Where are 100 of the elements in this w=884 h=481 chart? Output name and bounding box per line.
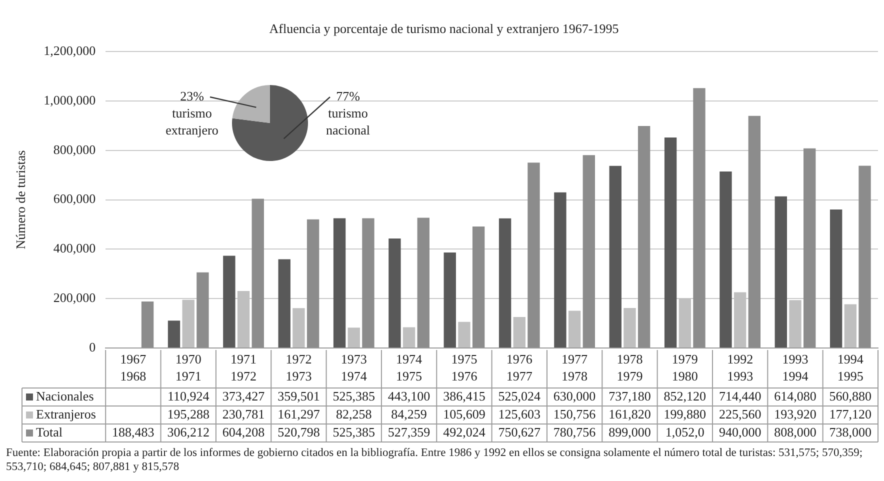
bar — [554, 192, 566, 348]
data-label: 386,415 — [443, 388, 486, 404]
data-label: 193,920 — [774, 406, 816, 422]
bar — [568, 310, 581, 348]
bar — [720, 172, 732, 348]
data-label: 125,603 — [498, 406, 541, 422]
slice-label: turismo extranjero — [166, 105, 218, 138]
y-tick-label: 1,200,000 — [44, 43, 96, 58]
bar — [803, 148, 816, 348]
legend-label: Nacionales — [36, 388, 94, 404]
data-label: 77% — [336, 88, 360, 104]
data-label: 199,880 — [664, 406, 706, 422]
data-label: 161,820 — [608, 406, 651, 422]
bar — [664, 138, 677, 348]
data-label: 105,609 — [443, 406, 486, 422]
x-tick-label: 1970 1971 — [175, 351, 202, 384]
bar — [223, 256, 236, 348]
y-tick-label: 0 — [89, 339, 96, 354]
bar — [444, 252, 456, 348]
data-label: 230,781 — [222, 406, 265, 422]
data-label: 604,208 — [222, 424, 265, 440]
bar — [472, 226, 485, 348]
data-label: 110,924 — [167, 388, 210, 404]
bar — [748, 116, 761, 348]
bar — [498, 218, 512, 348]
data-label: 150,756 — [553, 406, 596, 422]
bar — [306, 219, 320, 348]
data-label: 373,427 — [222, 388, 266, 404]
x-tick-label: 1979 1980 — [672, 351, 698, 384]
bar — [693, 88, 706, 348]
data-label: 23% — [180, 88, 204, 104]
bar — [844, 304, 857, 348]
x-tick-label: 1977 1978 — [562, 351, 588, 384]
x-tick-label: 1975 1976 — [451, 351, 478, 384]
x-tick-label: 1972 1973 — [286, 351, 312, 384]
legend-label: Extranjeros — [36, 406, 96, 422]
data-label: 527,359 — [388, 424, 430, 440]
data-label: 195,288 — [167, 406, 210, 422]
bar — [402, 327, 416, 348]
bar — [609, 166, 622, 348]
chart-title: Afluencia y porcentaje de turismo nacional y extranjero 1967-1995 — [269, 21, 619, 36]
bar — [582, 155, 595, 348]
data-label: 899,000 — [608, 424, 651, 440]
x-tick-label: 1992 1993 — [727, 351, 754, 384]
source-note: Fuente: Elaboración propia a partir de los informes de gobierno citados en la bibliografía. Entre 1986 y 1992 en ellos se consigna solamente el número total de turistas: 531,575; 570,359; 553,710; 684,645; 807,881 y 815,578 — [6, 446, 864, 474]
bar — [528, 162, 540, 348]
x-tick-label: 1976 1977 — [506, 351, 533, 384]
data-label: 525,024 — [498, 388, 542, 404]
data-label: 225,560 — [718, 406, 762, 422]
bar — [168, 320, 180, 348]
data-label: 492,024 — [443, 424, 486, 440]
data-label: 630,000 — [553, 388, 596, 404]
bar — [417, 218, 430, 348]
bar — [638, 126, 650, 348]
data-label: 177,120 — [829, 406, 872, 422]
data-label: 520,798 — [278, 424, 320, 440]
data-label: 750,627 — [498, 424, 542, 440]
data-label: 737,180 — [608, 388, 651, 404]
data-label: 738,000 — [829, 424, 872, 440]
y-axis-title: Número de turistas — [13, 150, 28, 250]
data-label: 780,756 — [553, 424, 596, 440]
slice-label: turismo nacional — [326, 105, 370, 138]
data-label: 560,880 — [829, 388, 872, 404]
data-label: 359,501 — [278, 388, 320, 404]
data-label: 852,120 — [664, 388, 706, 404]
y-tick-label: 200,000 — [53, 290, 96, 306]
x-tick-label: 1974 1975 — [396, 351, 423, 384]
bar — [292, 308, 305, 348]
data-label: 940,000 — [718, 424, 762, 440]
data-label: 808,000 — [774, 424, 816, 440]
bar — [333, 218, 346, 348]
x-tick-label: 1973 1974 — [340, 351, 368, 384]
data-label: 188,483 — [112, 424, 154, 440]
y-tick-label: 400,000 — [53, 240, 96, 256]
data-label: 443,100 — [388, 388, 430, 404]
bar — [458, 322, 470, 348]
y-tick-label: 800,000 — [53, 142, 96, 157]
x-tick-label: 1971 1972 — [230, 351, 257, 384]
x-tick-label: 1994 1995 — [837, 351, 864, 384]
data-label: 614,080 — [774, 388, 816, 404]
bar — [278, 259, 290, 348]
bar — [141, 301, 154, 348]
bar — [858, 166, 871, 348]
data-label: 306,212 — [167, 424, 210, 440]
bar — [830, 209, 842, 348]
bar — [513, 316, 526, 348]
bar — [774, 196, 787, 348]
bar — [252, 198, 264, 348]
x-tick-label: 1967 1968 — [120, 351, 147, 384]
y-tick-label: 600,000 — [53, 191, 96, 206]
data-label: 82,258 — [336, 406, 372, 422]
y-tick-label: 1,000,000 — [44, 92, 96, 108]
bar — [348, 328, 360, 348]
data-label: 714,440 — [718, 388, 762, 404]
bar — [388, 238, 401, 348]
x-tick-label: 1993 1994 — [782, 351, 809, 384]
legend-label: Total — [36, 424, 63, 440]
data-label: 1,052,0 — [665, 424, 704, 440]
data-label: 161,297 — [278, 406, 320, 422]
bar — [362, 218, 374, 348]
